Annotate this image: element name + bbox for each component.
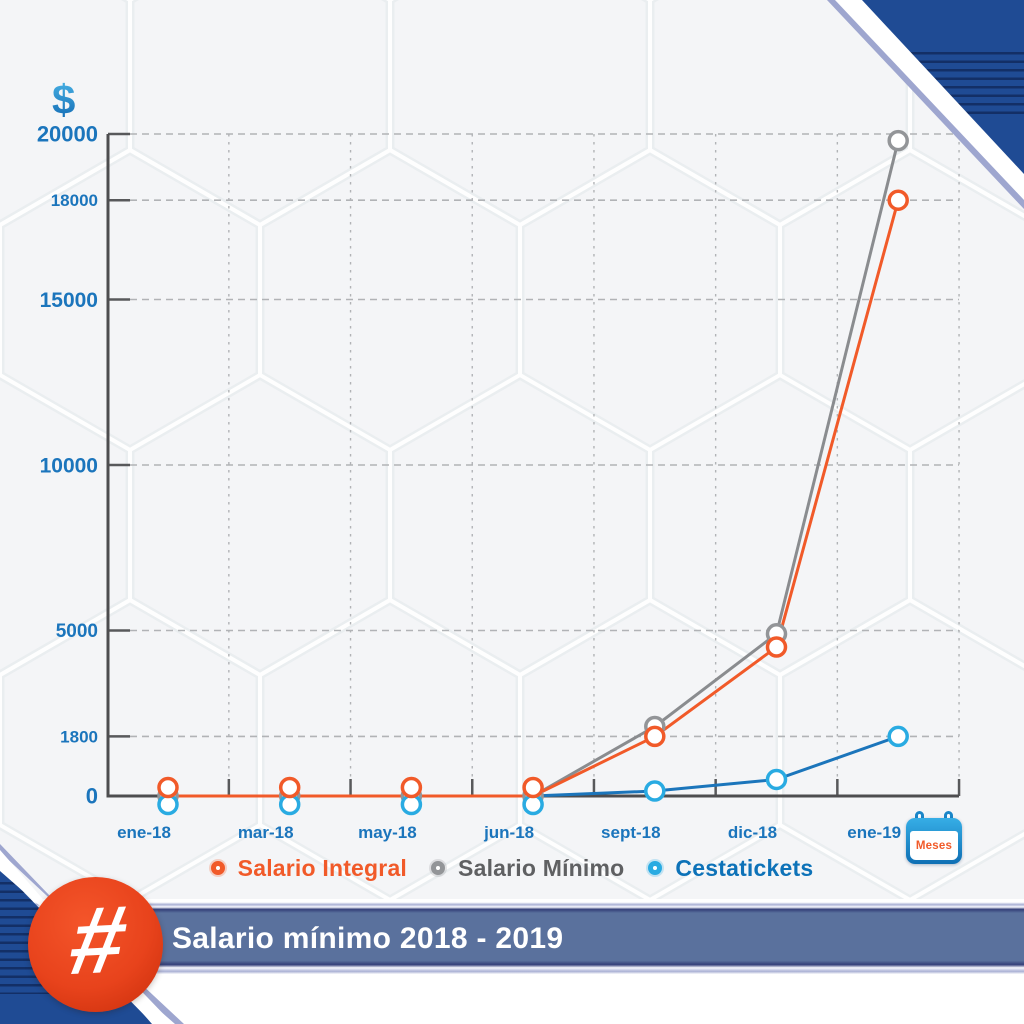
legend-ring-icon (648, 861, 663, 875)
chart-legend: Salario Integral Salario Mínimo Cestaticke… (0, 848, 1024, 888)
legend-item-2: Cestatickets (648, 855, 813, 882)
svg-text:may-18: may-18 (358, 823, 417, 842)
months-calendar-icon: Meses (906, 811, 962, 864)
bottom-strip (0, 976, 1024, 1024)
calendar-page: Meses (910, 831, 958, 860)
legend-ring-icon (431, 861, 446, 875)
legend-label: Salario Mínimo (458, 854, 625, 881)
legend-ring-icon (210, 861, 225, 875)
svg-text:dic-18: dic-18 (728, 823, 777, 842)
svg-text:20000: 20000 (37, 122, 98, 147)
svg-text:sept-18: sept-18 (601, 823, 661, 842)
legend-label: Salario Integral (237, 854, 408, 881)
hashtag-icon: # (61, 885, 135, 995)
x-axis-unit-label: Meses (915, 839, 953, 852)
hashtag-badge: # (28, 877, 163, 1012)
svg-text:15000: 15000 (40, 289, 98, 312)
legend-item-0: Salario Integral (210, 854, 408, 882)
svg-text:ene-18: ene-18 (117, 823, 171, 842)
svg-text:5000: 5000 (56, 621, 98, 642)
legend-label: Cestatickets (675, 854, 814, 881)
legend-item-1: Salario Mínimo (431, 855, 624, 882)
svg-text:10000: 10000 (40, 454, 98, 477)
svg-text:ene-19: ene-19 (847, 823, 901, 842)
svg-text:1800: 1800 (60, 727, 98, 746)
y-axis-dollar-symbol: $ (52, 76, 76, 123)
svg-text:0: 0 (86, 784, 98, 809)
svg-text:mar-18: mar-18 (238, 823, 294, 842)
chart-title: Salario mínimo 2018 - 2019 (172, 922, 564, 955)
calendar-body: Meses (906, 818, 962, 864)
svg-text:jun-18: jun-18 (483, 823, 534, 842)
svg-text:18000: 18000 (51, 191, 98, 210)
